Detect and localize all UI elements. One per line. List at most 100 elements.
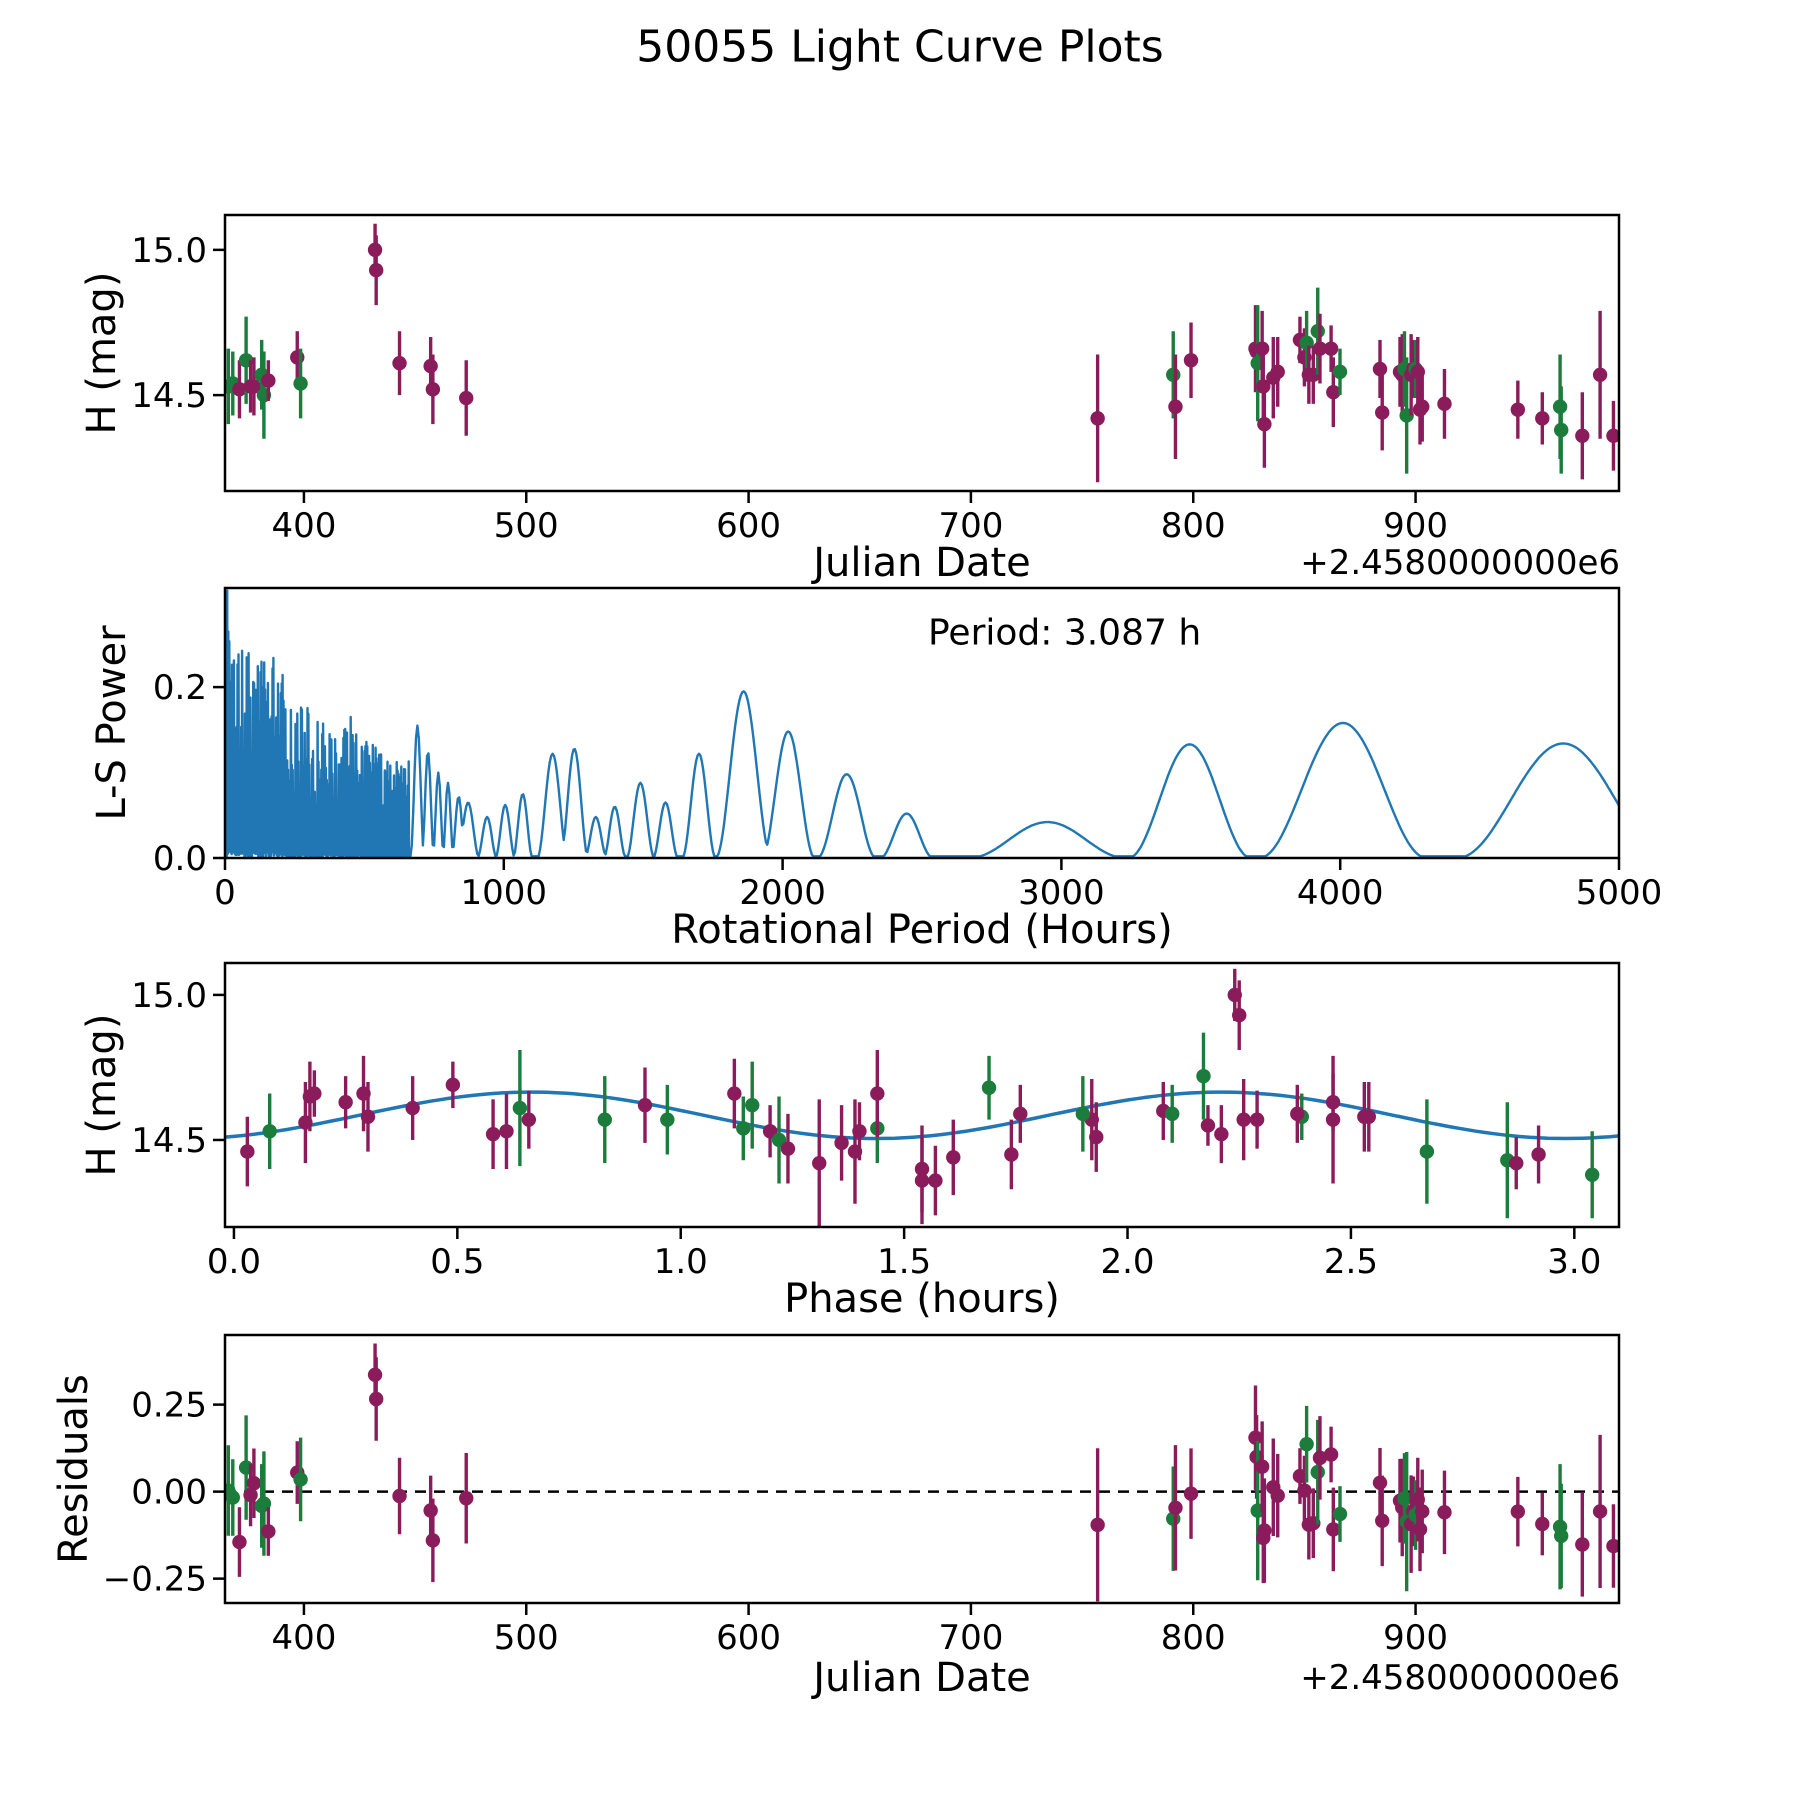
x-tick-label: 3.0 (1547, 1242, 1601, 1282)
panel-jd-axes: 400 500 600 700 800 900 15.0 14.5 (131, 213, 1621, 546)
data-point-purple (1312, 1450, 1328, 1466)
data-point-purple (1013, 1106, 1028, 1122)
data-point-purple (246, 1476, 262, 1491)
data-point-purple (290, 350, 305, 365)
data-point-green (512, 1100, 528, 1116)
y-tick-label: 14.5 (131, 376, 207, 416)
x-tick-label: 500 (494, 506, 559, 546)
data-point-green (293, 376, 308, 391)
data-point-purple (1606, 428, 1619, 443)
data-point-purple (1270, 364, 1285, 380)
figure-title: 50055 Light Curve Plots (636, 21, 1164, 73)
data-point-purple (1415, 1504, 1430, 1519)
data-point-purple (307, 1086, 322, 1101)
data-point-purple (928, 1173, 943, 1188)
data-point-purple (1510, 402, 1526, 417)
data-point-purple (1254, 341, 1270, 356)
data-point-green (1332, 364, 1348, 380)
data-point-purple (1326, 385, 1341, 400)
data-point-purple (1415, 399, 1430, 414)
x-tick-label: 900 (1383, 1618, 1448, 1658)
x-tick-label: 5000 (1576, 873, 1663, 913)
panel-jd-content (225, 223, 1619, 483)
axes-spine (223, 213, 1621, 493)
data-point-purple (1535, 1516, 1550, 1532)
data-point-purple (445, 1077, 461, 1093)
data-point-purple (1183, 353, 1199, 368)
data-point-green (1419, 1144, 1435, 1159)
x-tick-label: 800 (1161, 506, 1226, 546)
data-point-green (1075, 1106, 1091, 1122)
x-tick-label: 4000 (1297, 873, 1384, 913)
residuals-panel-ylabel: Residuals (51, 1374, 97, 1564)
data-point-purple (499, 1124, 514, 1139)
data-point-green (1553, 422, 1569, 438)
y-tick-label: 0.0 (153, 839, 207, 879)
x-tick-label: 0.5 (430, 1242, 484, 1282)
data-point-purple (1575, 1537, 1590, 1552)
x-tick-label: 3000 (1018, 873, 1105, 913)
data-point-purple (1361, 1109, 1376, 1124)
data-point-purple (1254, 1459, 1270, 1474)
data-point-purple (870, 1086, 885, 1101)
data-point-purple (405, 1100, 420, 1116)
data-point-purple (1183, 1486, 1199, 1501)
data-point-green (1165, 1106, 1180, 1122)
data-point-purple (1412, 1522, 1428, 1537)
data-point-purple (232, 1534, 247, 1550)
data-point-purple (1214, 1126, 1229, 1142)
y-tick-label: 0.25 (131, 1386, 207, 1426)
phase-panel-ylabel: H (mag) (79, 1013, 125, 1177)
data-point-purple (847, 1144, 863, 1159)
jd-panel-axis-offset: +2.4580000000e6 (1300, 543, 1620, 583)
panel-residuals-axes: 400 500 600 700 800 900 0.25 0.00 −0.25 (103, 1333, 1621, 1658)
data-point-purple (637, 1097, 653, 1113)
data-point-purple (1509, 1155, 1524, 1171)
data-point-purple (1323, 1447, 1339, 1462)
axes-spine (223, 961, 1621, 1229)
x-tick-label: 0 (214, 873, 236, 913)
data-point-purple (425, 1533, 441, 1548)
x-tick-label: 900 (1383, 506, 1448, 546)
data-point-green (293, 1472, 308, 1487)
data-point-purple (1375, 1513, 1390, 1529)
data-point-purple (261, 1524, 276, 1539)
data-point-green (736, 1121, 751, 1136)
x-tick-label: 700 (938, 1618, 1003, 1658)
data-point-purple (834, 1135, 849, 1151)
data-point-purple (762, 1124, 778, 1139)
data-point-purple (780, 1141, 796, 1156)
data-point-purple (1375, 405, 1390, 420)
x-tick-label: 800 (1161, 1618, 1226, 1658)
x-tick-label: 1.0 (654, 1242, 708, 1282)
residuals-panel-xlabel: Julian Date (813, 1655, 1031, 1701)
data-point-green (597, 1112, 612, 1127)
period-annotation: Period: 3.087 h (928, 612, 1202, 654)
x-tick-label: 1000 (461, 873, 548, 913)
data-point-purple (1510, 1504, 1526, 1519)
data-point-purple (425, 382, 441, 397)
x-tick-label: 700 (938, 506, 1003, 546)
x-tick-label: 600 (716, 1618, 781, 1658)
data-point-purple (946, 1150, 961, 1165)
x-tick-label: 0.0 (207, 1242, 261, 1282)
x-tick-label: 2.5 (1324, 1242, 1378, 1282)
phase-panel-xlabel: Phase (hours) (784, 1276, 1060, 1322)
y-tick-label: −0.25 (103, 1560, 207, 1600)
data-point-purple (246, 379, 262, 394)
data-point-purple (1437, 1505, 1452, 1520)
data-point-purple (1270, 1488, 1285, 1503)
jd-panel-ylabel: H (mag) (79, 271, 125, 435)
data-point-purple (1236, 1112, 1251, 1127)
data-point-purple (1325, 1112, 1341, 1127)
data-point-purple (392, 355, 407, 371)
data-point-purple (1090, 1517, 1105, 1533)
periodogram-xlabel: Rotational Period (Hours) (671, 907, 1173, 953)
data-point-purple (1090, 411, 1105, 426)
data-point-purple (392, 1488, 407, 1504)
data-point-green (1310, 1464, 1325, 1480)
data-point-purple (1004, 1147, 1019, 1162)
x-tick-label: 600 (716, 506, 781, 546)
axes-spine (223, 586, 1621, 860)
